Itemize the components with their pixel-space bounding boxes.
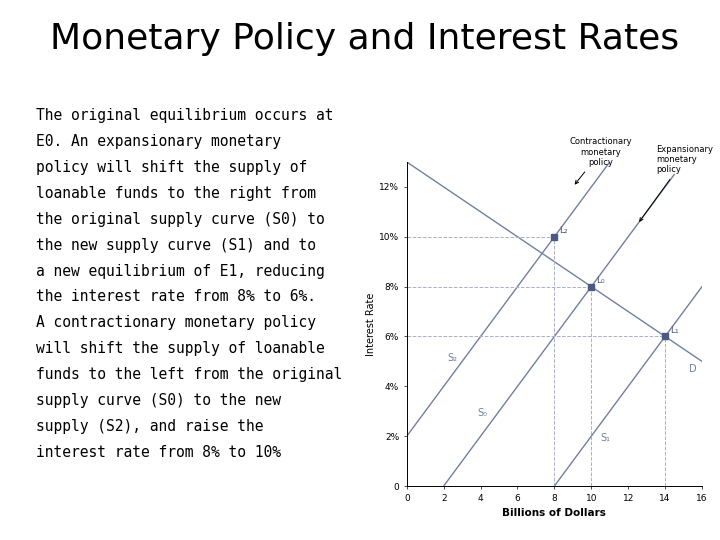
- Text: interest rate from 8% to 10%: interest rate from 8% to 10%: [36, 445, 281, 460]
- Text: the new supply curve (S1) and to: the new supply curve (S1) and to: [36, 238, 316, 253]
- Text: Monetary Policy and Interest Rates: Monetary Policy and Interest Rates: [50, 22, 680, 56]
- Text: the interest rate from 8% to 6%.: the interest rate from 8% to 6%.: [36, 289, 316, 305]
- Text: will shift the supply of loanable: will shift the supply of loanable: [36, 341, 325, 356]
- Text: loanable funds to the right from: loanable funds to the right from: [36, 186, 316, 201]
- Text: S₀: S₀: [477, 408, 487, 418]
- Text: L₀: L₀: [596, 276, 605, 285]
- Y-axis label: Interest Rate: Interest Rate: [366, 292, 377, 356]
- Text: a new equilibrium of E1, reducing: a new equilibrium of E1, reducing: [36, 264, 325, 279]
- X-axis label: Billions of Dollars: Billions of Dollars: [503, 508, 606, 518]
- Text: The original equilibrium occurs at: The original equilibrium occurs at: [36, 108, 333, 123]
- Text: S₂: S₂: [447, 353, 457, 363]
- Text: policy will shift the supply of: policy will shift the supply of: [36, 160, 307, 175]
- Text: the original supply curve (S0) to: the original supply curve (S0) to: [36, 212, 325, 227]
- Text: D: D: [689, 364, 697, 374]
- Text: Expansionary
monetary
policy: Expansionary monetary policy: [639, 145, 713, 221]
- Text: A contractionary monetary policy: A contractionary monetary policy: [36, 315, 316, 330]
- Text: L₁: L₁: [670, 326, 678, 335]
- Text: funds to the left from the original: funds to the left from the original: [36, 367, 342, 382]
- Text: L₂: L₂: [559, 226, 567, 235]
- Text: supply (S2), and raise the: supply (S2), and raise the: [36, 419, 264, 434]
- Text: S₁: S₁: [600, 433, 611, 443]
- Text: supply curve (S0) to the new: supply curve (S0) to the new: [36, 393, 281, 408]
- Text: Contractionary
monetary
policy: Contractionary monetary policy: [570, 137, 632, 184]
- Text: E0. An expansionary monetary: E0. An expansionary monetary: [36, 134, 281, 149]
